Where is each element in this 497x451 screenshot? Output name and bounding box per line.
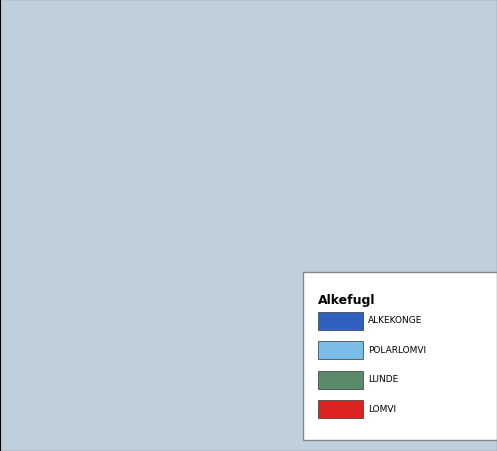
- Text: LOMVI: LOMVI: [368, 404, 396, 413]
- FancyBboxPatch shape: [318, 341, 363, 359]
- FancyBboxPatch shape: [303, 273, 497, 440]
- Text: ALKEKONGE: ALKEKONGE: [368, 316, 422, 325]
- FancyBboxPatch shape: [318, 371, 363, 389]
- Text: Alkefugl: Alkefugl: [318, 293, 376, 306]
- FancyBboxPatch shape: [318, 400, 363, 418]
- Text: LUNDE: LUNDE: [368, 374, 398, 383]
- FancyBboxPatch shape: [318, 312, 363, 330]
- Text: POLARLOMVI: POLARLOMVI: [368, 345, 426, 354]
